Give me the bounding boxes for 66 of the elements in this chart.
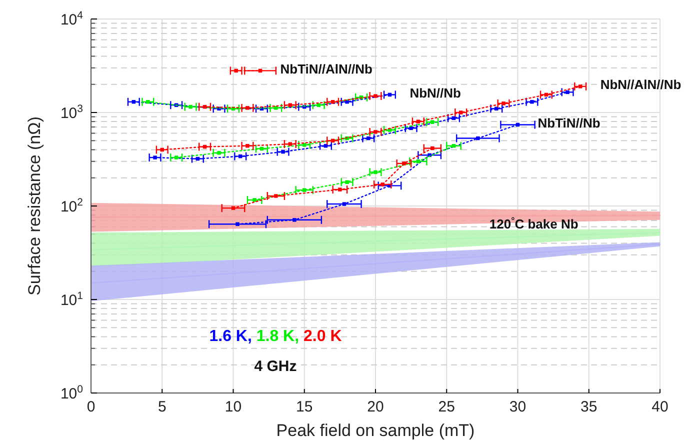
- x-tick-label: 20: [367, 398, 384, 416]
- text: 2.0 K: [299, 328, 342, 345]
- point: [316, 103, 320, 107]
- x-tick-label: 0: [86, 398, 96, 416]
- point: [274, 194, 278, 198]
- annotation: 120$^{°}$C bake Nb: [489, 216, 578, 232]
- point: [345, 180, 349, 184]
- x-tick-label: 15: [296, 398, 313, 416]
- text: 1.8 K,: [252, 328, 300, 345]
- point: [476, 136, 480, 140]
- point: [416, 120, 420, 124]
- point: [246, 106, 250, 110]
- point: [366, 136, 370, 140]
- point: [236, 222, 240, 226]
- point: [231, 206, 236, 210]
- point: [338, 188, 342, 192]
- y-tick-label: 10$^{2}$: [60, 196, 84, 216]
- point: [281, 150, 285, 154]
- y-tick-label: 10$^{4}$: [60, 9, 84, 28]
- point: [502, 102, 506, 106]
- point: [288, 103, 292, 107]
- point: [234, 68, 238, 73]
- point: [458, 110, 463, 114]
- x-axis-title: Peak field on sample (mT): [276, 421, 475, 440]
- x-tick-label: 35: [580, 398, 598, 416]
- point: [153, 156, 157, 160]
- point: [402, 162, 406, 166]
- point: [430, 120, 434, 124]
- point: [302, 143, 306, 147]
- annotation: 4 GHz: [254, 358, 297, 375]
- point: [302, 188, 306, 192]
- point: [292, 218, 296, 222]
- point: [374, 170, 378, 174]
- point: [217, 151, 221, 155]
- y-tick-label: 10$^{3}$: [60, 102, 84, 122]
- point: [288, 142, 292, 146]
- annotation: NbTiN//Nb: [538, 115, 600, 130]
- point: [246, 144, 250, 148]
- annotation: NbTiN//AlN//Nb: [280, 61, 373, 76]
- y-tick-label: 10$^{1}$: [60, 290, 84, 309]
- point: [430, 146, 434, 150]
- text: 1.6 K,: [209, 328, 252, 345]
- x-tick-label: 10: [224, 398, 242, 416]
- point: [188, 104, 192, 109]
- point: [409, 126, 413, 130]
- point: [530, 100, 534, 104]
- x-tick-label: 40: [652, 398, 668, 416]
- y-axis-title: Surface resistance (nΩ): [25, 116, 44, 296]
- point: [566, 90, 570, 94]
- point: [274, 106, 278, 110]
- annotation: NbN//AlN//Nb: [600, 77, 682, 92]
- point: [380, 182, 384, 186]
- point: [494, 106, 498, 110]
- annotation: NbN//Nb: [410, 85, 462, 100]
- point: [146, 100, 150, 104]
- point: [252, 198, 256, 202]
- point: [416, 160, 420, 164]
- point: [374, 94, 378, 98]
- x-tick-label: 5: [158, 398, 166, 416]
- point: [174, 156, 178, 160]
- y-tick-label: 10$^{0}$: [60, 383, 84, 402]
- point: [342, 202, 346, 206]
- point: [578, 84, 582, 88]
- x-tick-label: 25: [438, 398, 455, 416]
- x-tick-label: 30: [509, 398, 526, 416]
- point: [374, 130, 378, 134]
